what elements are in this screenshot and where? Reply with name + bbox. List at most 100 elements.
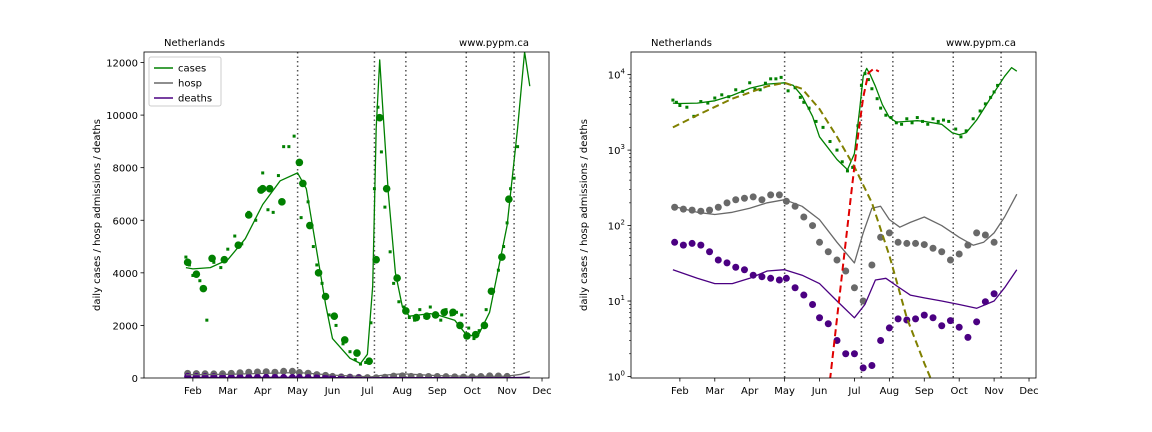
legend: cases hosp deaths bbox=[148, 56, 222, 107]
hosp-point bbox=[809, 222, 817, 230]
cases-small-point bbox=[779, 75, 783, 79]
deaths-point bbox=[732, 263, 740, 271]
y-tick-label: 103 bbox=[608, 143, 625, 157]
cases-small-point bbox=[198, 279, 202, 283]
y-tick-label: 10000 bbox=[106, 111, 138, 122]
cases-point bbox=[234, 241, 243, 250]
x-tick-label: Aug bbox=[393, 386, 413, 397]
hosp-point bbox=[885, 229, 893, 237]
deaths-point bbox=[912, 315, 920, 323]
legend-label-cases: cases bbox=[178, 64, 206, 75]
cases-small-point bbox=[959, 135, 963, 139]
cases-small-point bbox=[311, 245, 315, 249]
cases-small-point bbox=[484, 308, 488, 312]
deaths-point bbox=[955, 323, 963, 331]
axes-frame bbox=[630, 51, 1037, 379]
cases-small-point bbox=[774, 77, 778, 81]
cases-small-point bbox=[879, 106, 883, 110]
hosp-point bbox=[740, 194, 748, 202]
x-tick-label: Nov bbox=[497, 386, 517, 397]
hosp-point bbox=[706, 206, 714, 214]
deaths-point bbox=[938, 322, 946, 330]
x-tick-label: May bbox=[287, 386, 308, 397]
cases-small-point bbox=[271, 210, 275, 214]
cases-small-point bbox=[402, 305, 406, 309]
hosp-point bbox=[850, 284, 858, 292]
cases-small-point bbox=[292, 134, 296, 138]
x-tick-label: Oct bbox=[951, 386, 968, 397]
x-tick-label: Jul bbox=[847, 386, 860, 397]
x-tick-label: Feb bbox=[184, 386, 202, 397]
deaths-line bbox=[672, 269, 1018, 319]
hosp-point bbox=[442, 373, 450, 378]
cases-point bbox=[505, 195, 513, 204]
chart-title-right: www.pypm.ca bbox=[459, 38, 529, 49]
model_b-dashed-line bbox=[829, 67, 880, 378]
hosp-point bbox=[775, 191, 783, 199]
cases-small-point bbox=[407, 316, 411, 320]
cases-small-point bbox=[282, 145, 286, 149]
hosp-point bbox=[973, 229, 981, 237]
y-tick-label: 12000 bbox=[106, 59, 138, 70]
cases-small-point bbox=[753, 87, 757, 91]
y-tick-label: 2000 bbox=[113, 321, 138, 332]
plot-area bbox=[183, 52, 531, 378]
cases-small-point bbox=[467, 326, 471, 330]
hosp-point bbox=[859, 297, 867, 305]
cases-point bbox=[321, 292, 330, 301]
x-tick-label: Nov bbox=[984, 386, 1004, 397]
deaths-point bbox=[964, 333, 972, 341]
deaths-point bbox=[946, 317, 954, 325]
x-tick-label: Apr bbox=[254, 386, 272, 397]
cases-point bbox=[183, 258, 192, 267]
cases-small-point bbox=[971, 117, 975, 121]
hosp-point bbox=[903, 239, 911, 247]
hosp-point bbox=[714, 203, 722, 211]
deaths-point bbox=[824, 320, 832, 328]
cases-small-point bbox=[460, 313, 464, 317]
deaths-point bbox=[791, 284, 799, 292]
deaths-point bbox=[859, 364, 867, 372]
x-tick-label: Sep bbox=[915, 386, 934, 397]
deaths-point bbox=[184, 372, 192, 378]
x-tick-label: Dec bbox=[532, 386, 551, 397]
cases-point bbox=[449, 308, 457, 317]
cases-small-point bbox=[233, 234, 237, 238]
cases-line bbox=[672, 66, 1018, 171]
cases-small-point bbox=[936, 119, 940, 123]
cases-point bbox=[265, 184, 274, 193]
cases-small-point bbox=[706, 101, 710, 105]
cases-small-point bbox=[786, 89, 790, 93]
cases-small-point bbox=[226, 247, 230, 251]
cases-small-point bbox=[859, 83, 863, 87]
cases-point bbox=[365, 357, 373, 365]
cases-line bbox=[185, 52, 531, 365]
hosp-point bbox=[877, 233, 885, 241]
deaths-point bbox=[868, 361, 876, 369]
y-tick-label: 6000 bbox=[113, 216, 138, 227]
hosp-point bbox=[451, 373, 459, 378]
cases-point bbox=[295, 158, 304, 167]
hosp-point bbox=[842, 267, 850, 275]
cases-small-point bbox=[884, 113, 888, 117]
cases-small-point bbox=[266, 208, 270, 212]
chart-title-left: Netherlands bbox=[164, 38, 225, 49]
cases-small-point bbox=[439, 318, 443, 322]
cases-small-point bbox=[379, 150, 383, 154]
cases-small-point bbox=[931, 117, 935, 121]
cases-small-point bbox=[807, 106, 811, 110]
y-tick-label: 0 bbox=[132, 374, 138, 385]
deaths-point bbox=[714, 256, 722, 264]
hosp-point bbox=[824, 248, 832, 256]
cases-small-point bbox=[926, 122, 930, 126]
cases-small-point bbox=[915, 116, 919, 120]
log-chart-panel: Netherlands www.pypm.ca daily cases / hosp… bbox=[579, 38, 1039, 397]
cases-small-point bbox=[889, 116, 893, 120]
cases-small-point bbox=[418, 308, 422, 312]
cases-point bbox=[244, 211, 253, 219]
deaths-point bbox=[816, 314, 824, 322]
deaths-point bbox=[723, 259, 731, 267]
deaths-point bbox=[894, 315, 902, 323]
cases-small-point bbox=[720, 93, 724, 97]
legend-label-deaths: deaths bbox=[178, 94, 212, 105]
